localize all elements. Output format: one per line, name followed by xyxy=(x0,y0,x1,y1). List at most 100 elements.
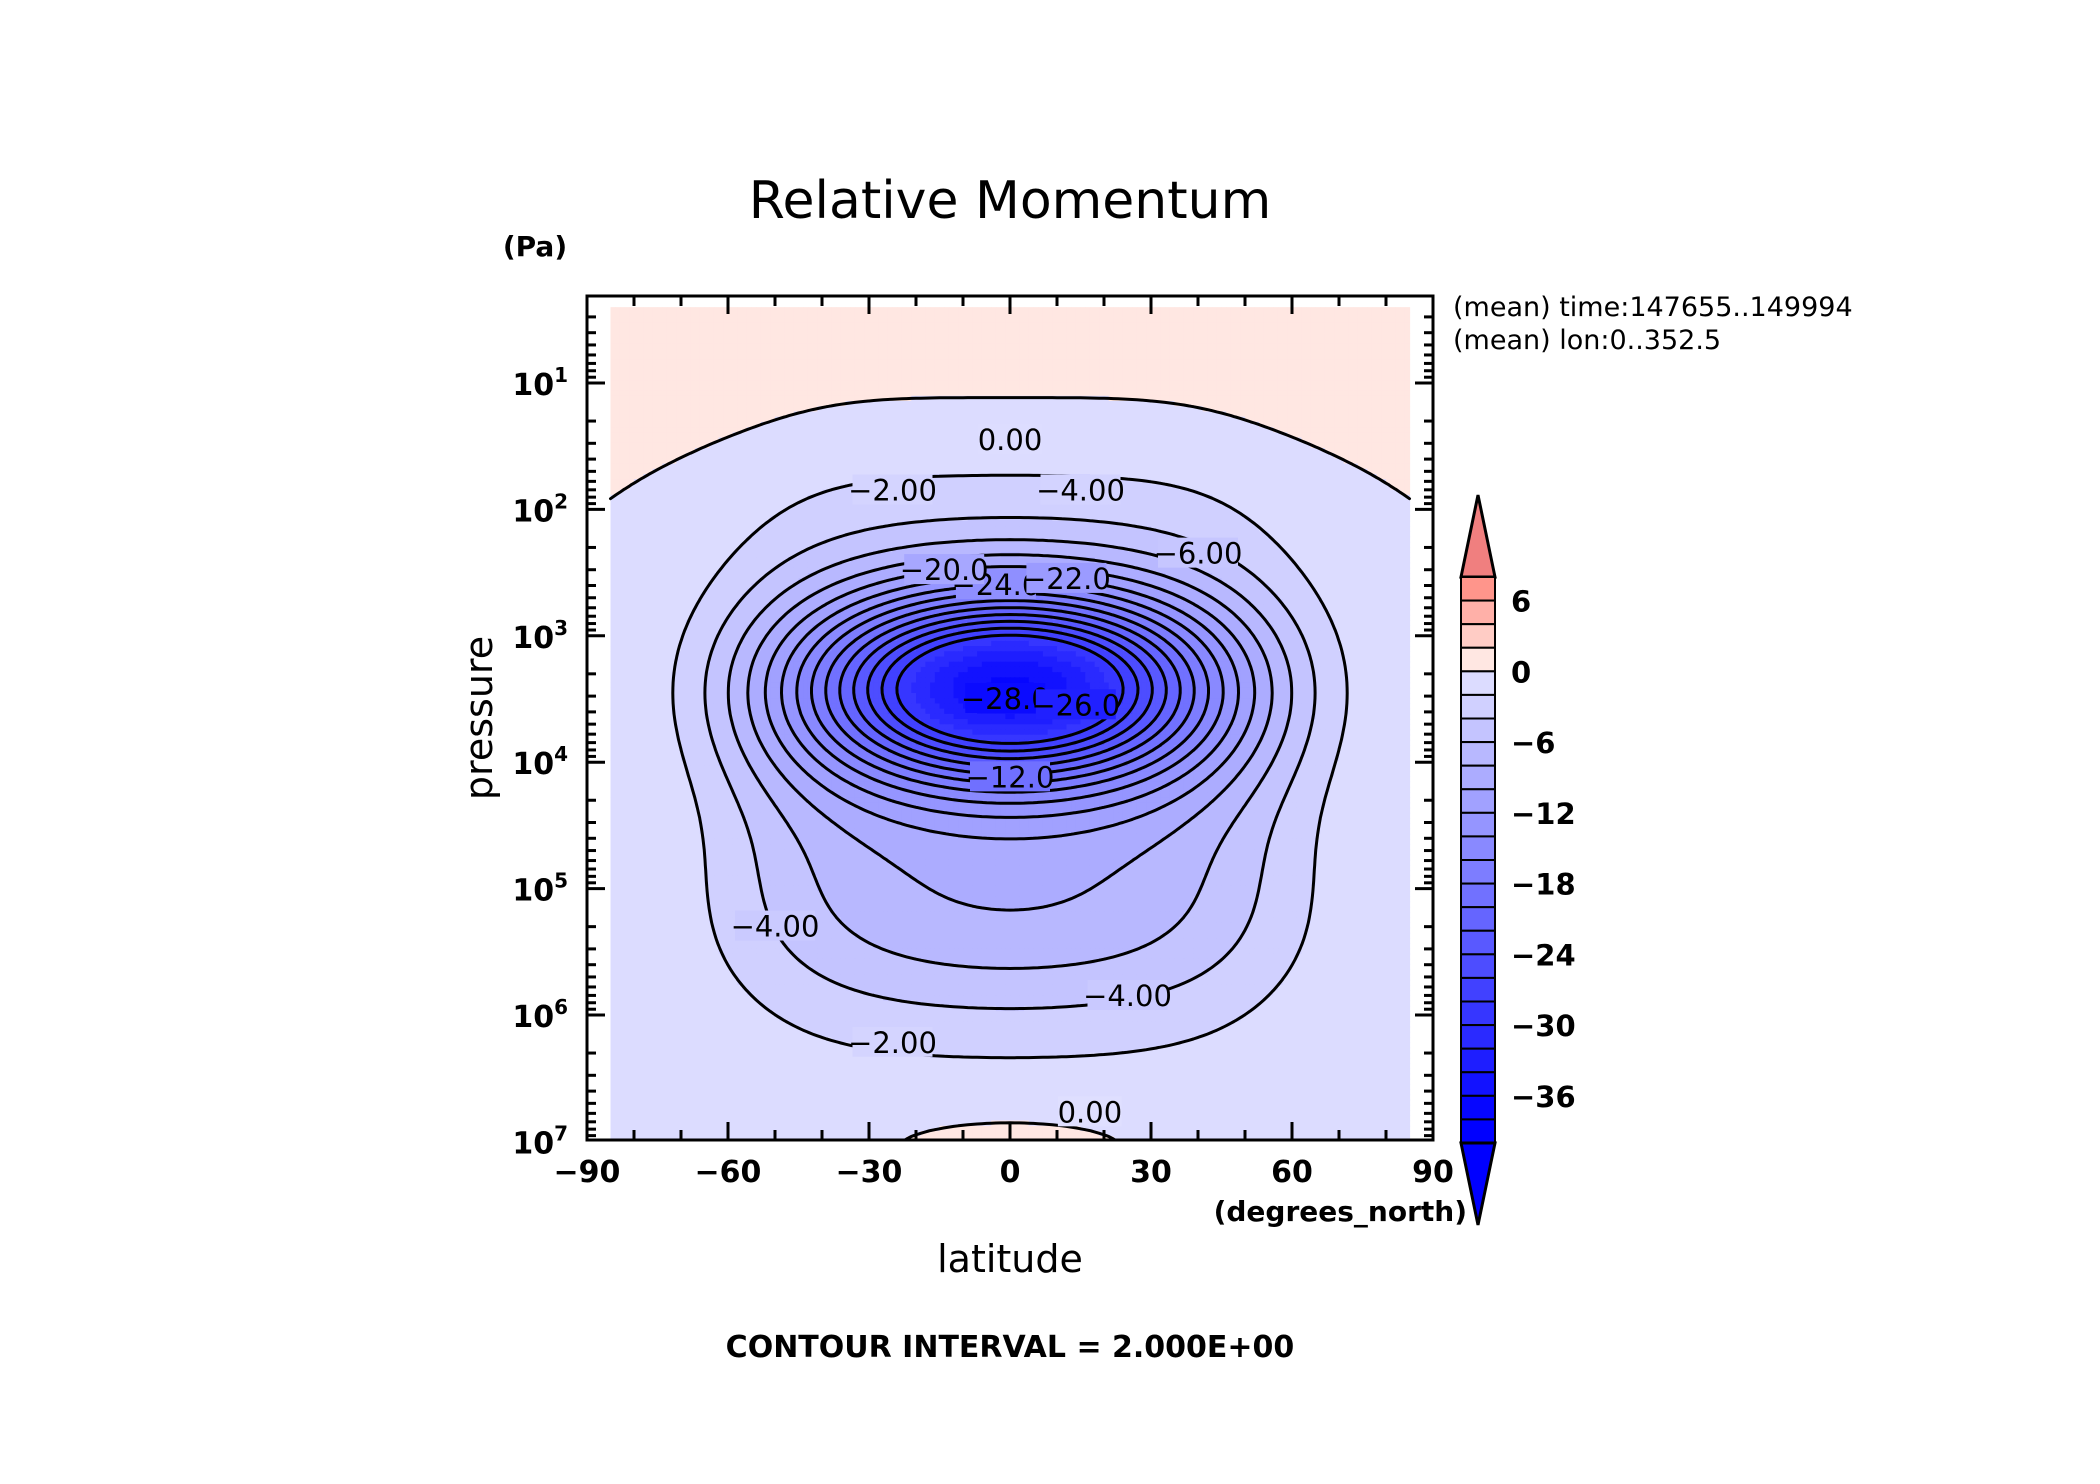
fill-cell xyxy=(991,312,996,318)
fill-cell xyxy=(808,328,813,334)
fill-cell xyxy=(1198,344,1203,350)
fill-cell xyxy=(1353,333,1358,339)
fill-cell xyxy=(1344,328,1349,334)
fill-cell xyxy=(620,318,625,324)
fill-cell xyxy=(719,312,724,318)
fill-cell xyxy=(883,338,888,344)
fill-cell xyxy=(1400,344,1405,350)
fill-cell xyxy=(1175,307,1180,313)
fill-cell xyxy=(1142,338,1147,344)
fill-cell xyxy=(1278,323,1283,329)
fill-cell xyxy=(1001,338,1006,344)
fill-cell xyxy=(925,344,930,350)
fill-cell xyxy=(883,328,888,334)
fill-cell xyxy=(1118,312,1123,318)
fill-cell xyxy=(1269,312,1274,318)
fill-cell xyxy=(1109,307,1114,313)
fill-cell xyxy=(1024,318,1029,324)
fill-cell xyxy=(1189,338,1194,344)
fill-cell xyxy=(888,344,893,350)
fill-cell xyxy=(799,328,804,334)
fill-cell xyxy=(1179,338,1184,344)
fill-cell xyxy=(1024,307,1029,313)
fill-cell xyxy=(1095,318,1100,324)
fill-cell xyxy=(1334,338,1339,344)
fill-cell xyxy=(625,349,630,355)
fill-cell xyxy=(893,333,898,339)
fill-cell xyxy=(1297,312,1302,318)
fill-cell xyxy=(658,312,663,318)
fill-cell xyxy=(667,307,672,313)
fill-cell xyxy=(925,328,930,334)
fill-cell xyxy=(752,318,757,324)
fill-cell xyxy=(822,312,827,318)
fill-cell xyxy=(1160,312,1165,318)
fill-cell xyxy=(658,318,663,324)
fill-cell xyxy=(1278,318,1283,324)
fill-cell xyxy=(930,323,935,329)
fill-cell xyxy=(1142,318,1147,324)
fill-cell xyxy=(611,344,616,350)
fill-cell xyxy=(1179,312,1184,318)
fill-cell xyxy=(1306,333,1311,339)
fill-cell xyxy=(987,338,992,344)
fill-cell xyxy=(1034,328,1039,334)
fill-cell xyxy=(1024,344,1029,350)
fill-cell xyxy=(747,349,752,355)
fill-cell xyxy=(869,333,874,339)
fill-cell xyxy=(709,323,714,329)
fill-cell xyxy=(789,344,794,350)
fill-cell xyxy=(968,344,973,350)
fill-cell xyxy=(808,349,813,355)
fill-cell xyxy=(1207,312,1212,318)
fill-cell xyxy=(1160,328,1165,334)
fill-cell xyxy=(935,344,940,350)
fill-cell xyxy=(1377,328,1382,334)
fill-cell xyxy=(1386,312,1391,318)
fill-cell xyxy=(1287,338,1292,344)
fill-cell xyxy=(963,318,968,324)
fill-cell xyxy=(1311,344,1316,350)
fill-cell xyxy=(822,307,827,313)
fill-cell xyxy=(1146,318,1151,324)
fill-cell xyxy=(1160,344,1165,350)
fill-cell xyxy=(672,318,677,324)
fill-cell xyxy=(813,312,818,318)
fill-cell xyxy=(658,349,663,355)
fill-cell xyxy=(1146,323,1151,329)
fill-cell xyxy=(1151,338,1156,344)
fill-cell xyxy=(676,323,681,329)
fill-cell xyxy=(817,344,822,350)
fill-cell xyxy=(799,333,804,339)
fill-cell xyxy=(1015,344,1020,350)
fill-cell xyxy=(1179,323,1184,329)
fill-cell xyxy=(695,328,700,334)
fill-cell xyxy=(705,318,710,324)
fill-cell xyxy=(841,312,846,318)
fill-cell xyxy=(940,307,945,313)
fill-cell xyxy=(1334,328,1339,334)
fill-cell xyxy=(1348,323,1353,329)
fill-cell xyxy=(747,318,752,324)
fill-cell xyxy=(902,307,907,313)
fill-cell xyxy=(1377,344,1382,350)
fill-cell xyxy=(1170,338,1175,344)
fill-cell xyxy=(954,318,959,324)
fill-cell xyxy=(1278,307,1283,313)
fill-cell xyxy=(761,338,766,344)
fill-cell xyxy=(1179,344,1184,350)
fill-cell xyxy=(987,312,992,318)
fill-cell xyxy=(1245,307,1250,313)
fill-cell xyxy=(615,344,620,350)
fill-cell xyxy=(874,312,879,318)
fill-cell xyxy=(1363,338,1368,344)
fill-cell xyxy=(742,328,747,334)
fill-cell xyxy=(1156,344,1161,350)
fill-cell xyxy=(1038,312,1043,318)
fill-cell xyxy=(836,344,841,350)
fill-cell xyxy=(897,333,902,339)
fill-cell xyxy=(1231,328,1236,334)
fill-cell xyxy=(996,307,1001,313)
fill-cell xyxy=(911,318,916,324)
fill-cell xyxy=(1104,338,1109,344)
